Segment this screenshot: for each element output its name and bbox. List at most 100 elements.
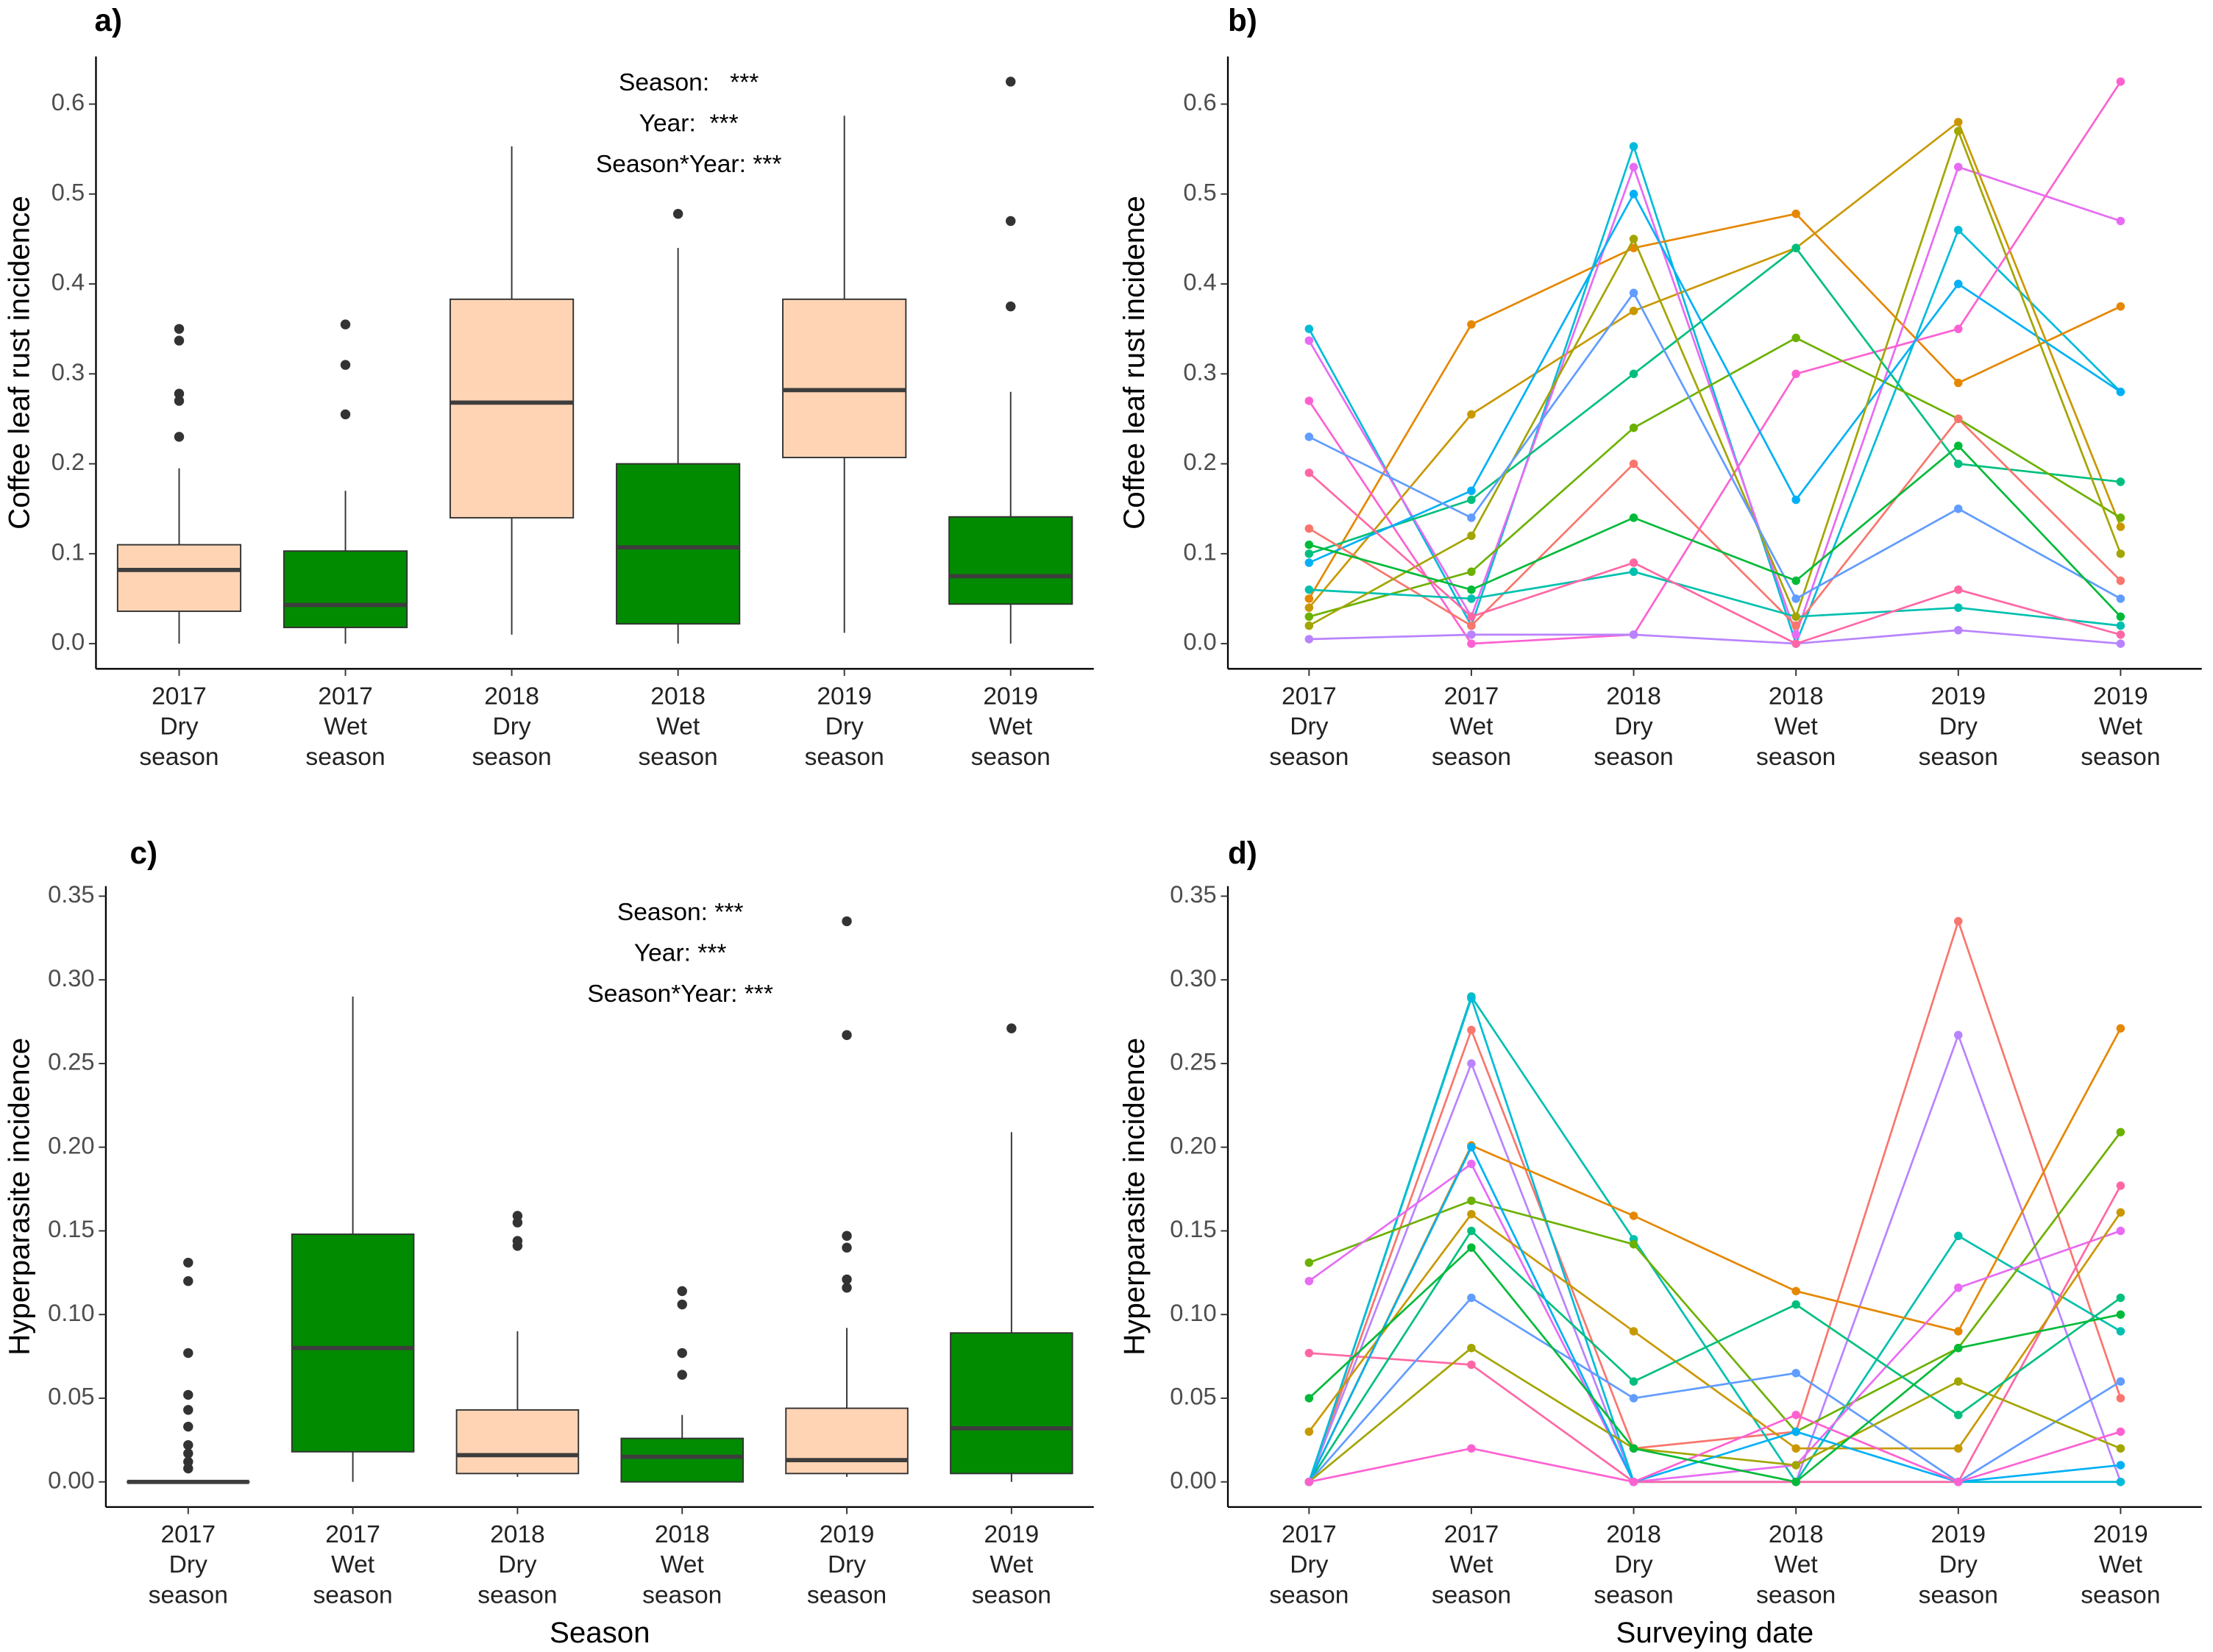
annotation: Year: *** — [639, 110, 739, 137]
x-tick-label: 2019 — [820, 1521, 875, 1548]
x-tick-label: Dry — [1290, 713, 1328, 741]
series-line — [1308, 1028, 2122, 1483]
x-tick-label: 2017 — [152, 683, 207, 710]
point — [1954, 1327, 1963, 1336]
series-line — [1308, 143, 2122, 647]
y-tick-label: 0.3 — [1183, 358, 1216, 385]
point — [1629, 163, 1638, 171]
y-tick-label: 0.4 — [1183, 268, 1216, 296]
point — [1467, 630, 1476, 639]
annotation: Season: *** — [619, 69, 759, 96]
y-tick-label: 0.5 — [1183, 178, 1216, 205]
x-tick-label: 2019 — [983, 683, 1038, 710]
series-line — [1309, 570, 2121, 627]
y-tick-label: 0.30 — [1170, 964, 1216, 991]
x-tick-label: 2018 — [1769, 1521, 1824, 1548]
y-tick-label: 0.00 — [48, 1466, 94, 1493]
point — [2116, 621, 2125, 630]
point — [1791, 369, 1800, 379]
x-tick-label: Dry — [825, 713, 864, 741]
series-line — [1308, 191, 2122, 564]
point — [2116, 1461, 2125, 1470]
point — [1304, 1348, 1314, 1358]
point — [1954, 414, 1963, 424]
point — [1954, 916, 1963, 926]
point — [1629, 142, 1638, 151]
point — [1467, 410, 1476, 419]
x-tick-label: Dry — [1290, 1551, 1328, 1578]
series-line — [1308, 246, 2121, 555]
x-tick-label: Dry — [169, 1551, 207, 1578]
outlier — [512, 1211, 523, 1221]
point — [1304, 1276, 1314, 1286]
panel: d) Hyperparasite incidence Surveying date 0… — [1118, 836, 2202, 1649]
box — [616, 463, 741, 625]
x-tick-label: season — [1432, 1581, 1511, 1609]
x-tick-label: 2017 — [160, 1521, 216, 1548]
point — [1304, 524, 1314, 533]
point — [2116, 630, 2125, 639]
point — [1791, 243, 1800, 252]
point — [1304, 1394, 1314, 1403]
point — [1954, 225, 1963, 235]
point — [2116, 302, 2125, 311]
point — [1304, 540, 1314, 549]
point — [1304, 594, 1314, 603]
point — [2116, 1128, 2125, 1136]
x-tick-label: 2017 — [325, 1521, 380, 1548]
panel-label: a) — [95, 3, 123, 38]
point — [1791, 1369, 1800, 1378]
y-axis-title: Hyperparasite incidence — [2, 1038, 35, 1356]
outlier — [842, 1242, 852, 1253]
point — [1629, 1444, 1638, 1453]
panel-label: b) — [1228, 3, 1257, 38]
series-line — [1308, 417, 2122, 627]
box — [116, 544, 242, 613]
point — [1791, 333, 1800, 343]
point — [1954, 1410, 1963, 1420]
point — [2116, 1024, 2125, 1033]
point — [1467, 1444, 1476, 1453]
series-line — [1308, 1246, 2121, 1484]
series-line — [1309, 629, 2121, 645]
box — [785, 1407, 909, 1475]
box — [283, 550, 408, 629]
point — [1304, 635, 1314, 644]
y-tick-label: 0.35 — [1170, 880, 1216, 908]
annotation: Season: *** — [617, 899, 744, 926]
point — [1954, 1477, 1963, 1487]
point — [1467, 621, 1476, 630]
x-tick-label: season — [807, 1581, 887, 1609]
x-tick-label: Dry — [1939, 713, 1978, 741]
x-tick-label: season — [1919, 1581, 1998, 1609]
x-tick-label: season — [2081, 744, 2160, 771]
panel: a) Coffee leaf rust incidence 0.0 0.1 0.2 0.3… — [2, 3, 1094, 771]
point — [2116, 388, 2125, 396]
x-tick-label: Wet — [2099, 1551, 2143, 1578]
series-line — [1308, 444, 2122, 618]
outlier — [842, 1283, 852, 1293]
point — [1629, 1394, 1638, 1403]
box — [950, 1332, 1073, 1475]
y-tick-label: 0.6 — [51, 88, 85, 115]
point — [1954, 1377, 1963, 1386]
y-tick-label: 0.6 — [1183, 88, 1216, 115]
point — [1629, 1327, 1638, 1336]
panel-label: c) — [129, 836, 157, 870]
figure-body: a) Coffee leaf rust incidence 0.0 0.1 0.2 0.3… — [2, 3, 2202, 1649]
y-tick-label: 0.20 — [1170, 1131, 1216, 1158]
series-line — [1308, 291, 2122, 600]
y-tick-label: 0.35 — [48, 880, 94, 908]
x-tick-label: season — [313, 1581, 392, 1609]
series-line — [1308, 471, 2121, 645]
outlier — [183, 1389, 193, 1400]
point — [1467, 612, 1476, 622]
outlier — [183, 1439, 193, 1450]
point — [1791, 495, 1800, 505]
point — [1629, 190, 1638, 199]
outlier — [512, 1236, 523, 1246]
y-tick-label: 0.05 — [48, 1383, 94, 1410]
point — [1954, 1283, 1963, 1292]
point — [2116, 1208, 2125, 1217]
x-tick-label: 2018 — [650, 683, 706, 710]
